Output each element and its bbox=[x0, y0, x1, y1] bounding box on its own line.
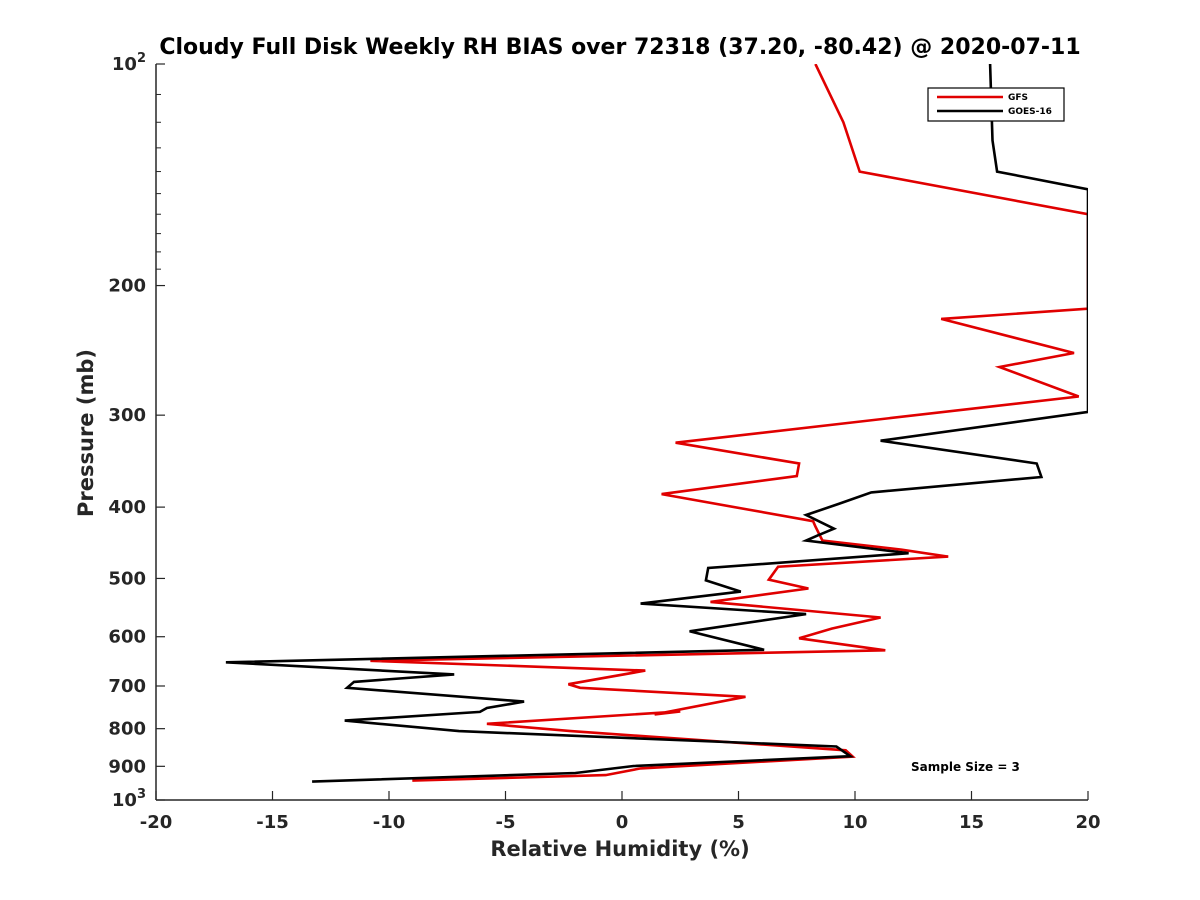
x-tick-label: 20 bbox=[1075, 812, 1100, 833]
x-tick-label: -15 bbox=[256, 812, 289, 833]
x-axis-label: Relative Humidity (%) bbox=[490, 837, 749, 861]
y-tick-label: 103 bbox=[112, 787, 146, 811]
y-tick-label: 500 bbox=[108, 568, 146, 589]
y-tick-label: 800 bbox=[108, 719, 146, 740]
x-tick-label: -5 bbox=[496, 812, 516, 833]
x-tick-label: -20 bbox=[140, 812, 173, 833]
y-tick-label: 900 bbox=[108, 756, 146, 777]
x-ticks: -20 -15 -10 -5 0 5 10 15 20 bbox=[140, 791, 1101, 833]
x-tick-label: 15 bbox=[959, 812, 984, 833]
x-tick-label: 5 bbox=[732, 812, 745, 833]
series-line-gfs bbox=[370, 64, 1088, 782]
y-axis-label: Pressure (mb) bbox=[74, 349, 98, 517]
y-tick-label: 102 bbox=[112, 51, 146, 75]
legend-label-goes16: GOES-16 bbox=[1008, 107, 1052, 117]
legend-box bbox=[927, 87, 1065, 122]
y-tick-label: 400 bbox=[108, 497, 146, 518]
series-line-goes16 bbox=[225, 64, 1088, 783]
y-ticks: 102 200 300 400 500 600 700 800 900 103 bbox=[108, 51, 165, 811]
chart-title: Cloudy Full Disk Weekly RH BIAS over 723… bbox=[159, 35, 1080, 60]
y-tick-label: 300 bbox=[108, 405, 146, 426]
legend-label-gfs: GFS bbox=[1008, 93, 1028, 103]
legend: GFS GOES-16 bbox=[927, 87, 1065, 122]
x-tick-label: -10 bbox=[373, 812, 406, 833]
x-tick-label: 0 bbox=[616, 812, 629, 833]
series-layer bbox=[225, 64, 1088, 783]
sample-size-annotation: Sample Size = 3 bbox=[911, 760, 1020, 774]
y-tick-label: 200 bbox=[108, 276, 146, 297]
y-tick-label: 700 bbox=[108, 676, 146, 697]
x-tick-label: 10 bbox=[842, 812, 867, 833]
y-tick-label: 600 bbox=[108, 627, 146, 648]
